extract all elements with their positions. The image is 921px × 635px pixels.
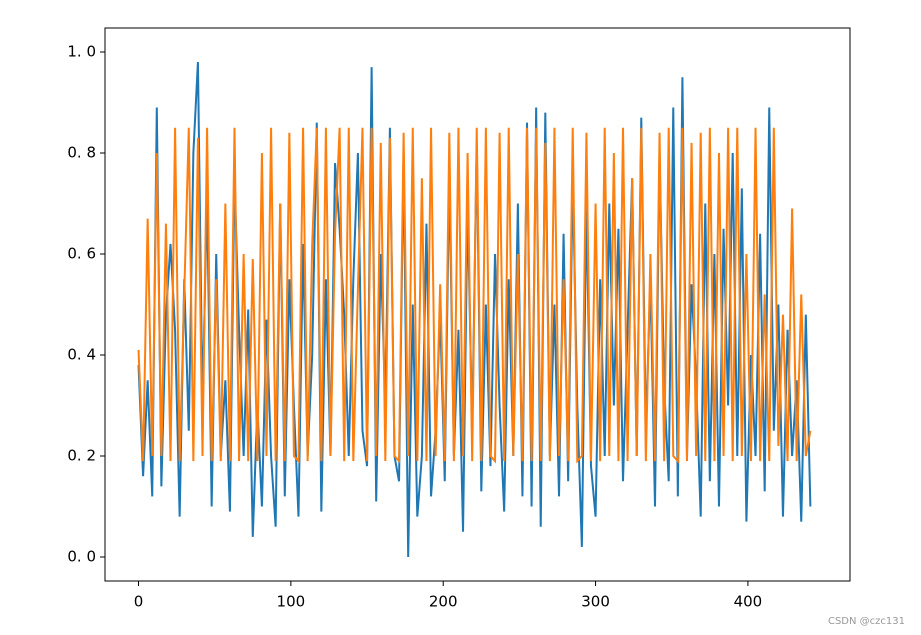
- y-tick-label: 1. 0: [67, 42, 96, 60]
- x-tick-label: 300: [581, 593, 610, 611]
- line-series: [137, 127, 812, 464]
- plot-frame: [104, 27, 851, 582]
- watermark: CSDN @czc131: [828, 616, 905, 627]
- y-tick-label: 0. 6: [67, 244, 96, 262]
- x-tick-label: 200: [429, 593, 458, 611]
- y-tick-label: 0. 2: [67, 447, 96, 465]
- x-tick-label: 100: [277, 593, 306, 611]
- y-tick-label: 0. 8: [67, 143, 96, 161]
- y-tick-label: 0. 0: [67, 548, 96, 566]
- x-tick-label: 0: [134, 593, 144, 611]
- y-tick-label: 0. 4: [67, 346, 96, 364]
- x-tick-label: 400: [734, 593, 763, 611]
